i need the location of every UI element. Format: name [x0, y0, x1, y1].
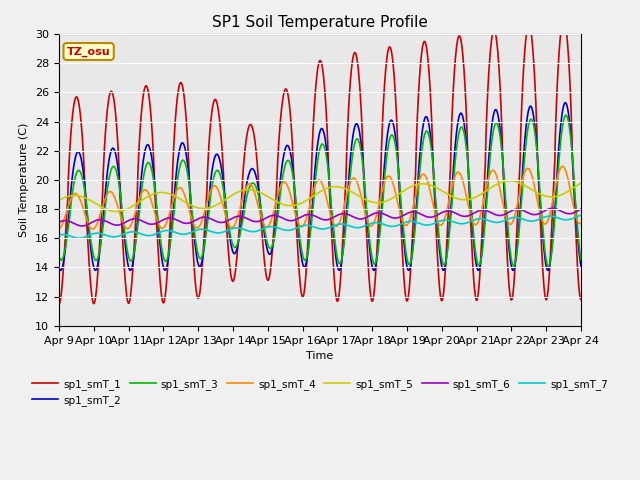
sp1_smT_7	[76, 235, 83, 241]
sp1_smT_7	[55, 232, 63, 238]
sp1_smT_5	[353, 192, 360, 197]
sp1_smT_6	[78, 223, 86, 229]
Line: sp1_smT_1: sp1_smT_1	[59, 19, 581, 304]
sp1_smT_2	[577, 264, 585, 269]
sp1_smT_1	[55, 301, 63, 307]
sp1_smT_3	[577, 257, 585, 263]
sp1_smT_7	[288, 227, 296, 233]
sp1_smT_7	[297, 223, 305, 229]
sp1_smT_4	[559, 163, 566, 169]
sp1_smT_1	[560, 16, 568, 22]
Line: sp1_smT_6: sp1_smT_6	[59, 208, 581, 226]
sp1_smT_1	[116, 203, 124, 209]
sp1_smT_6	[353, 216, 360, 221]
sp1_smT_6	[577, 206, 585, 212]
Legend: sp1_smT_1, sp1_smT_2, sp1_smT_3, sp1_smT_4, sp1_smT_5, sp1_smT_6, sp1_smT_7: sp1_smT_1, sp1_smT_2, sp1_smT_3, sp1_smT…	[28, 375, 612, 410]
Line: sp1_smT_3: sp1_smT_3	[59, 115, 581, 266]
sp1_smT_7	[353, 225, 360, 230]
sp1_smT_5	[95, 203, 103, 209]
sp1_smT_2	[95, 252, 103, 257]
sp1_smT_5	[297, 200, 305, 206]
sp1_smT_5	[55, 198, 63, 204]
sp1_smT_4	[95, 214, 103, 220]
sp1_smT_1	[577, 297, 585, 302]
sp1_smT_3	[287, 164, 295, 170]
Line: sp1_smT_5: sp1_smT_5	[59, 181, 581, 212]
sp1_smT_3	[352, 137, 360, 143]
sp1_smT_7	[117, 232, 125, 238]
sp1_smT_1	[352, 52, 360, 58]
sp1_smT_6	[548, 205, 556, 211]
Line: sp1_smT_7: sp1_smT_7	[59, 215, 581, 238]
sp1_smT_6	[55, 219, 63, 225]
sp1_smT_3	[55, 253, 63, 259]
Title: SP1 Soil Temperature Profile: SP1 Soil Temperature Profile	[212, 15, 428, 30]
sp1_smT_5	[288, 203, 296, 208]
sp1_smT_2	[116, 192, 124, 197]
sp1_smT_2	[297, 249, 305, 255]
sp1_smT_7	[577, 212, 585, 218]
sp1_smT_3	[95, 249, 103, 254]
sp1_smT_7	[96, 230, 104, 236]
sp1_smT_2	[561, 100, 569, 106]
sp1_smT_2	[352, 121, 360, 127]
sp1_smT_6	[96, 217, 104, 223]
sp1_smT_5	[277, 201, 285, 206]
sp1_smT_5	[113, 209, 120, 215]
sp1_smT_4	[577, 220, 585, 226]
sp1_smT_4	[116, 213, 124, 219]
sp1_smT_2	[276, 176, 284, 181]
sp1_smT_4	[55, 226, 63, 232]
sp1_smT_6	[297, 214, 305, 220]
sp1_smT_4	[352, 177, 360, 183]
Line: sp1_smT_4: sp1_smT_4	[59, 166, 581, 229]
sp1_smT_2	[287, 155, 295, 160]
sp1_smT_1	[297, 286, 305, 291]
sp1_smT_7	[277, 226, 285, 232]
sp1_smT_6	[277, 215, 285, 220]
sp1_smT_3	[116, 194, 124, 200]
X-axis label: Time: Time	[307, 351, 333, 361]
Y-axis label: Soil Temperature (C): Soil Temperature (C)	[19, 123, 29, 237]
sp1_smT_2	[55, 264, 63, 270]
sp1_smT_6	[117, 221, 125, 227]
sp1_smT_1	[95, 245, 103, 251]
sp1_smT_4	[287, 195, 295, 201]
sp1_smT_2	[474, 267, 482, 273]
sp1_smT_3	[545, 264, 552, 269]
sp1_smT_3	[297, 241, 305, 247]
sp1_smT_5	[506, 178, 513, 184]
sp1_smT_3	[276, 189, 284, 195]
sp1_smT_5	[577, 180, 585, 186]
Line: sp1_smT_2: sp1_smT_2	[59, 103, 581, 270]
sp1_smT_1	[287, 123, 295, 129]
sp1_smT_5	[117, 208, 125, 214]
sp1_smT_3	[562, 112, 570, 118]
sp1_smT_1	[276, 117, 284, 123]
sp1_smT_4	[276, 184, 284, 190]
sp1_smT_6	[288, 218, 296, 224]
sp1_smT_4	[297, 224, 305, 229]
Text: TZ_osu: TZ_osu	[67, 47, 111, 57]
